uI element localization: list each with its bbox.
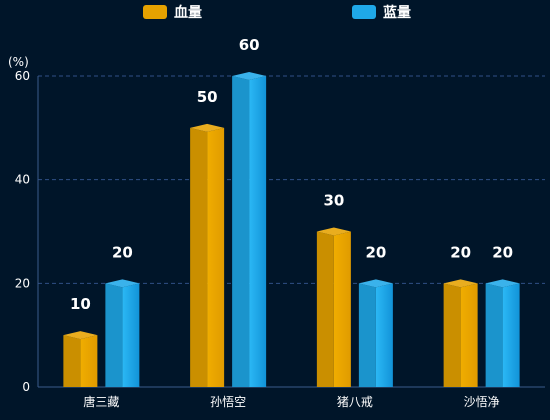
bar-left-face xyxy=(485,283,503,387)
legend-label-series-2: 蓝量 xyxy=(383,4,411,21)
bars xyxy=(63,72,520,388)
x-axis-labels: 唐三藏 孙悟空 猪八戒 沙悟净 xyxy=(83,394,499,409)
bar-value-label: 20 xyxy=(112,243,133,261)
y-tick-label: 40 xyxy=(15,173,30,187)
bar-top-face xyxy=(358,279,393,288)
bar-top-face xyxy=(190,123,225,132)
legend-item-series-2[interactable]: 蓝量 xyxy=(352,4,411,21)
bar[interactable] xyxy=(105,279,140,387)
bar-value-label: 60 xyxy=(239,36,260,54)
bar[interactable] xyxy=(316,227,351,388)
bar-left-face xyxy=(443,283,461,387)
legend-swatch-series-2 xyxy=(352,5,376,19)
bar[interactable] xyxy=(443,279,478,387)
bar-right-face xyxy=(122,283,140,387)
bar-value-label: 20 xyxy=(365,243,386,261)
bar-left-face xyxy=(358,283,376,387)
y-tick-label: 20 xyxy=(15,276,30,290)
bar-value-label: 50 xyxy=(197,88,218,106)
bar-value-label: 20 xyxy=(492,243,513,261)
bar-value-label: 10 xyxy=(70,295,91,313)
x-tick-label: 沙悟净 xyxy=(464,394,500,409)
bar-left-face xyxy=(190,127,208,387)
legend-label-series-1: 血量 xyxy=(174,4,202,21)
bar-right-face xyxy=(207,127,225,387)
bar-right-face xyxy=(333,231,351,387)
data-labels: 10 20 50 60 30 20 20 20 xyxy=(70,36,513,313)
bar[interactable] xyxy=(190,123,225,387)
legend-item-series-1[interactable]: 血量 xyxy=(143,4,202,21)
bar-top-face xyxy=(232,72,267,80)
legend-swatch-series-1 xyxy=(143,5,167,19)
bar-right-face xyxy=(375,283,393,387)
bar-top-face xyxy=(316,227,351,236)
bar-left-face xyxy=(316,231,334,387)
bar-left-face xyxy=(232,76,250,387)
y-axis-unit: (%) xyxy=(8,55,29,69)
bar-top-face xyxy=(105,279,140,288)
bar-right-face xyxy=(80,335,98,387)
legend: 血量 蓝量 xyxy=(143,4,411,21)
bar-right-face xyxy=(460,283,478,387)
x-tick-label: 唐三藏 xyxy=(83,394,119,409)
bar[interactable] xyxy=(358,279,393,387)
y-axis-ticks: 0 20 40 60 xyxy=(15,69,30,394)
bar-right-face xyxy=(502,283,520,387)
bar-value-label: 20 xyxy=(450,243,471,261)
bar-left-face xyxy=(105,283,123,387)
bar-left-face xyxy=(63,335,81,387)
bar-top-face xyxy=(443,279,478,288)
y-tick-label: 60 xyxy=(15,69,30,83)
y-tick-label: 0 xyxy=(22,380,30,394)
x-tick-label: 猪八戒 xyxy=(337,395,373,409)
bar-right-face xyxy=(249,76,267,387)
bar-top-face xyxy=(485,279,520,288)
x-tick-label: 孙悟空 xyxy=(210,394,246,409)
bar-value-label: 30 xyxy=(323,192,344,210)
bar-top-face xyxy=(63,331,98,340)
bar[interactable] xyxy=(485,279,520,387)
bar[interactable] xyxy=(232,72,267,387)
bar[interactable] xyxy=(63,331,98,387)
